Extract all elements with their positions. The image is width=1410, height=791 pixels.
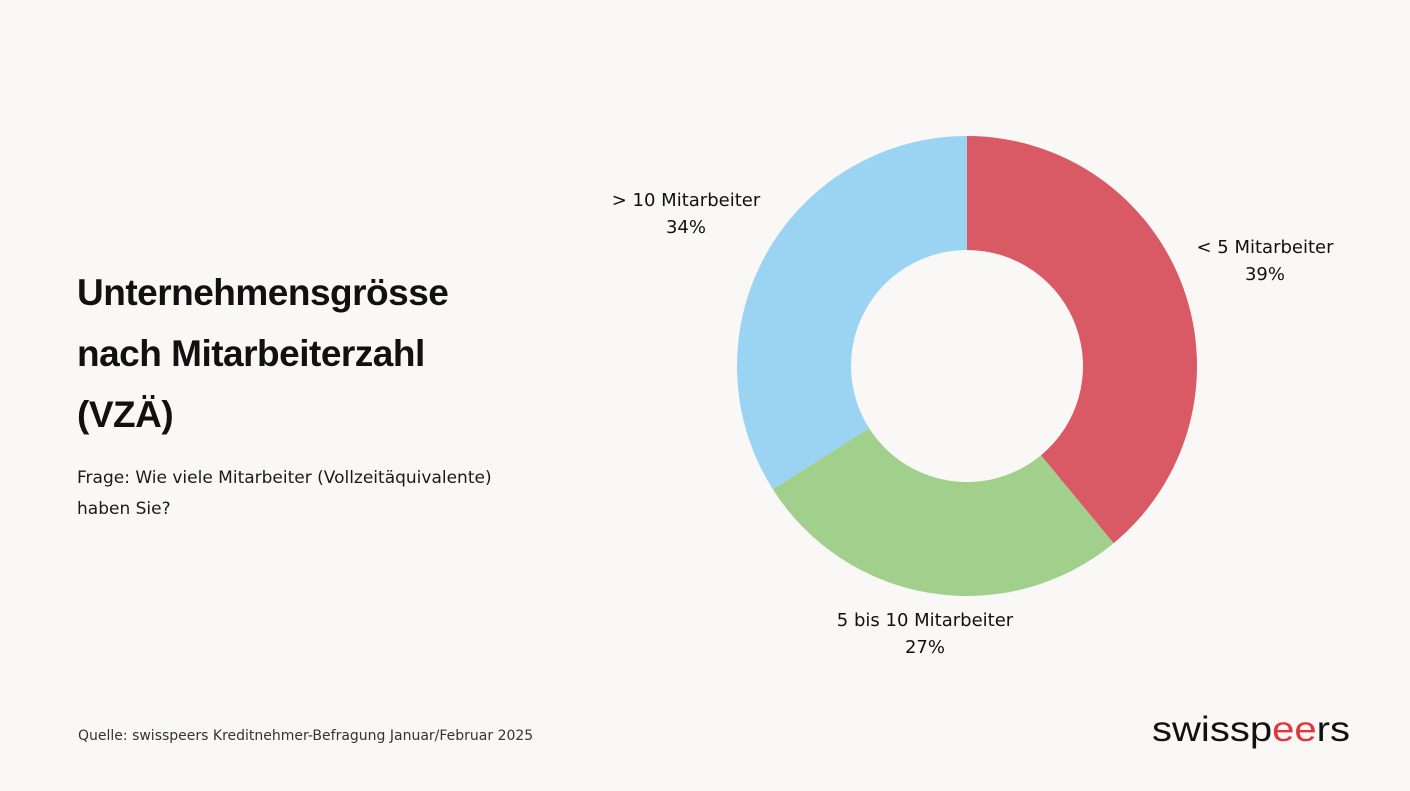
title-line: Unternehmensgrösse [77, 272, 449, 313]
donut-slices [737, 135, 1197, 596]
slice-category-label: > 10 Mitarbeiter [612, 190, 761, 211]
slice-value-label: 34% [666, 217, 706, 238]
svg-text:swisspeers: swissp ee rs [1152, 710, 1350, 749]
question-line: haben Sie? [77, 499, 171, 519]
slice-value-label: 27% [905, 637, 945, 658]
slice-labels: < 5 Mitarbeiter 39% 5 bis 10 Mitarbeiter 27… [612, 190, 1334, 658]
slice-category-label: < 5 Mitarbeiter [1196, 237, 1334, 258]
title-line: nach Mitarbeiterzahl [77, 333, 425, 374]
slice-value-label: 39% [1245, 264, 1285, 285]
source-note: Quelle: swisspeers Kreditnehmer-Befragun… [78, 728, 534, 744]
swisspeers-logo: swissp ee rs [1152, 710, 1350, 749]
title-line: (VZÄ) [77, 394, 174, 435]
page-title: Unternehmensgrösse nach Mitarbeiterzahl … [77, 262, 557, 445]
slice-category-label: 5 bis 10 Mitarbeiter [837, 610, 1014, 631]
donut-slice [737, 135, 967, 490]
donut-slice [772, 428, 1114, 596]
survey-question: Frage: Wie viele Mitarbeiter (Vollzeitäq… [77, 463, 537, 525]
question-line: Frage: Wie viele Mitarbeiter (Vollzeitäq… [77, 468, 492, 488]
donut-slice [967, 136, 1197, 544]
